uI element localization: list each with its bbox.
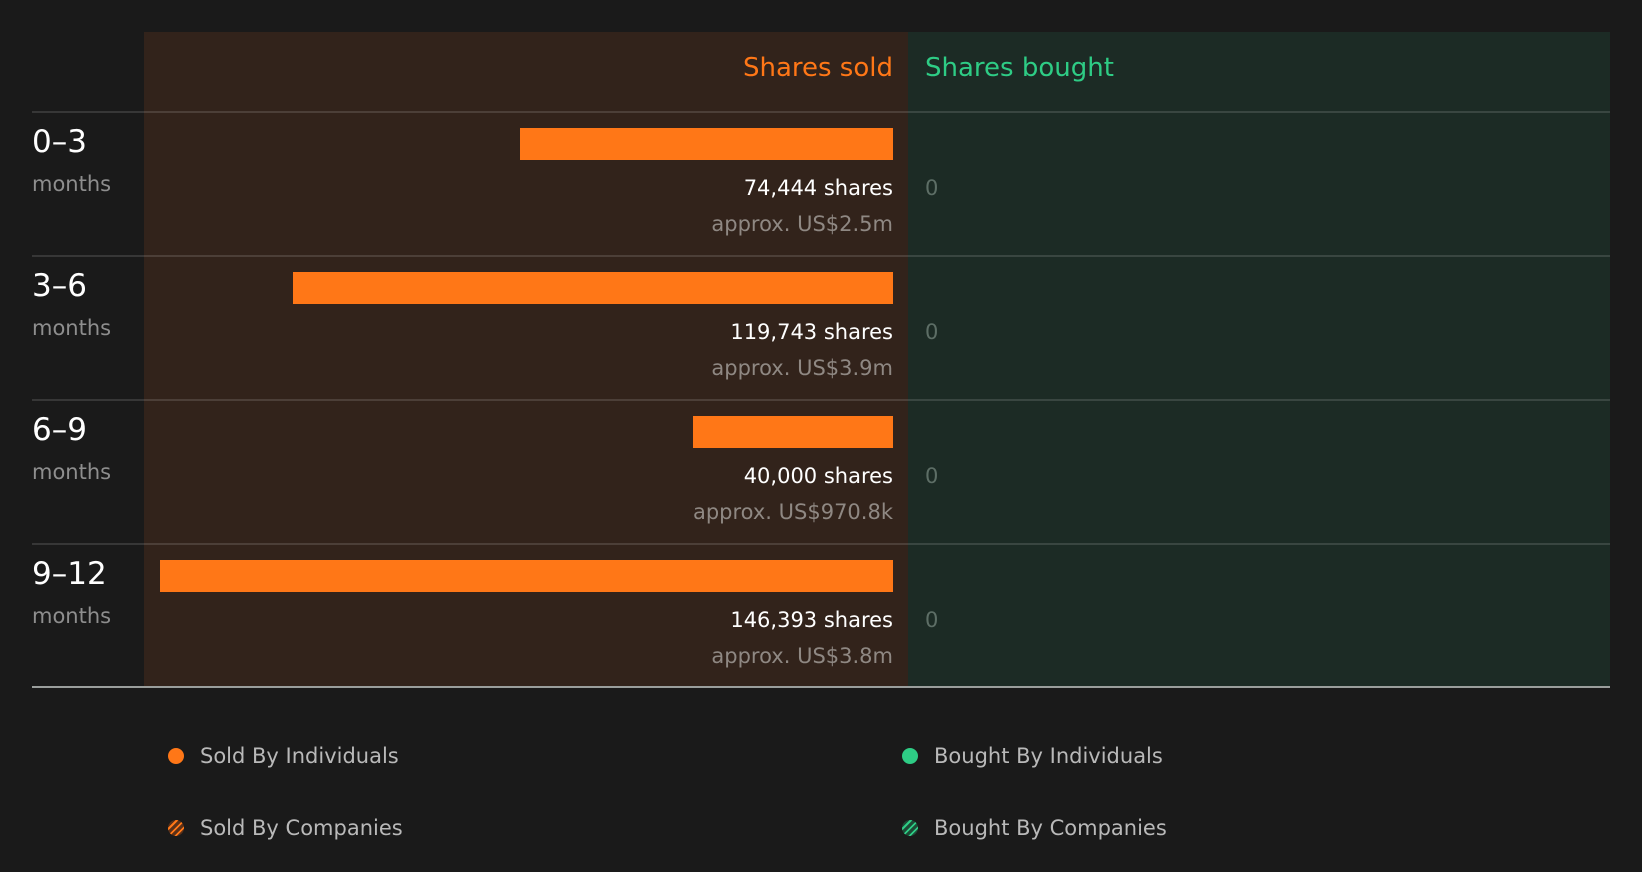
period-row-0-3: 0–3 months 74,444 shares approx. US$2.5m… xyxy=(0,112,1642,256)
bought-shares-value: 0 xyxy=(925,608,939,632)
sold-bar[interactable] xyxy=(520,128,893,160)
bought-shares-value: 0 xyxy=(925,176,939,200)
period-unit-label: months xyxy=(32,172,112,196)
legend-sold-by-companies[interactable]: Sold By Companies xyxy=(168,816,403,840)
striped-green-dot-icon xyxy=(902,820,918,836)
bought-shares-value: 0 xyxy=(925,464,939,488)
legend-label: Sold By Individuals xyxy=(200,744,399,768)
period-row-3-6: 3–6 months 119,743 shares approx. US$3.9… xyxy=(0,256,1642,400)
row-divider xyxy=(32,543,1610,545)
legend-label: Sold By Companies xyxy=(200,816,403,840)
shares-sold-header: Shares sold xyxy=(742,53,893,83)
sold-bar[interactable] xyxy=(160,560,893,592)
period-range-label: 9–12 xyxy=(32,556,107,592)
solid-green-dot-icon xyxy=(902,748,918,764)
sold-approx-value: approx. US$3.9m xyxy=(711,356,893,380)
row-divider xyxy=(32,111,1610,113)
sold-approx-value: approx. US$970.8k xyxy=(692,500,893,524)
period-range-label: 3–6 xyxy=(32,268,87,304)
row-divider xyxy=(32,399,1610,401)
sold-shares-value: 146,393 shares xyxy=(730,608,893,632)
shares-bought-header: Shares bought xyxy=(925,53,1114,83)
legend-sold-by-individuals[interactable]: Sold By Individuals xyxy=(168,744,399,768)
period-range-label: 6–9 xyxy=(32,412,87,448)
solid-orange-dot-icon xyxy=(168,748,184,764)
striped-orange-dot-icon xyxy=(168,820,184,836)
sold-bar[interactable] xyxy=(293,272,893,304)
period-row-9-12: 9–12 months 146,393 shares approx. US$3.… xyxy=(0,544,1642,688)
axis-baseline xyxy=(32,686,1610,688)
bought-panel xyxy=(908,32,1610,687)
sold-shares-value: 119,743 shares xyxy=(730,320,893,344)
legend-bought-by-companies[interactable]: Bought By Companies xyxy=(902,816,1167,840)
bought-shares-value: 0 xyxy=(925,320,939,344)
sold-shares-value: 74,444 shares xyxy=(743,176,893,200)
period-range-label: 0–3 xyxy=(32,124,87,160)
legend-label: Bought By Individuals xyxy=(934,744,1163,768)
row-divider xyxy=(32,255,1610,257)
period-unit-label: months xyxy=(32,316,112,340)
sold-shares-value: 40,000 shares xyxy=(743,464,893,488)
sold-approx-value: approx. US$2.5m xyxy=(711,212,893,236)
legend-bought-by-individuals[interactable]: Bought By Individuals xyxy=(902,744,1163,768)
period-unit-label: months xyxy=(32,460,112,484)
period-row-6-9: 6–9 months 40,000 shares approx. US$970.… xyxy=(0,400,1642,544)
period-unit-label: months xyxy=(32,604,112,628)
legend-label: Bought By Companies xyxy=(934,816,1167,840)
sold-bar[interactable] xyxy=(693,416,893,448)
sold-approx-value: approx. US$3.8m xyxy=(711,644,893,668)
